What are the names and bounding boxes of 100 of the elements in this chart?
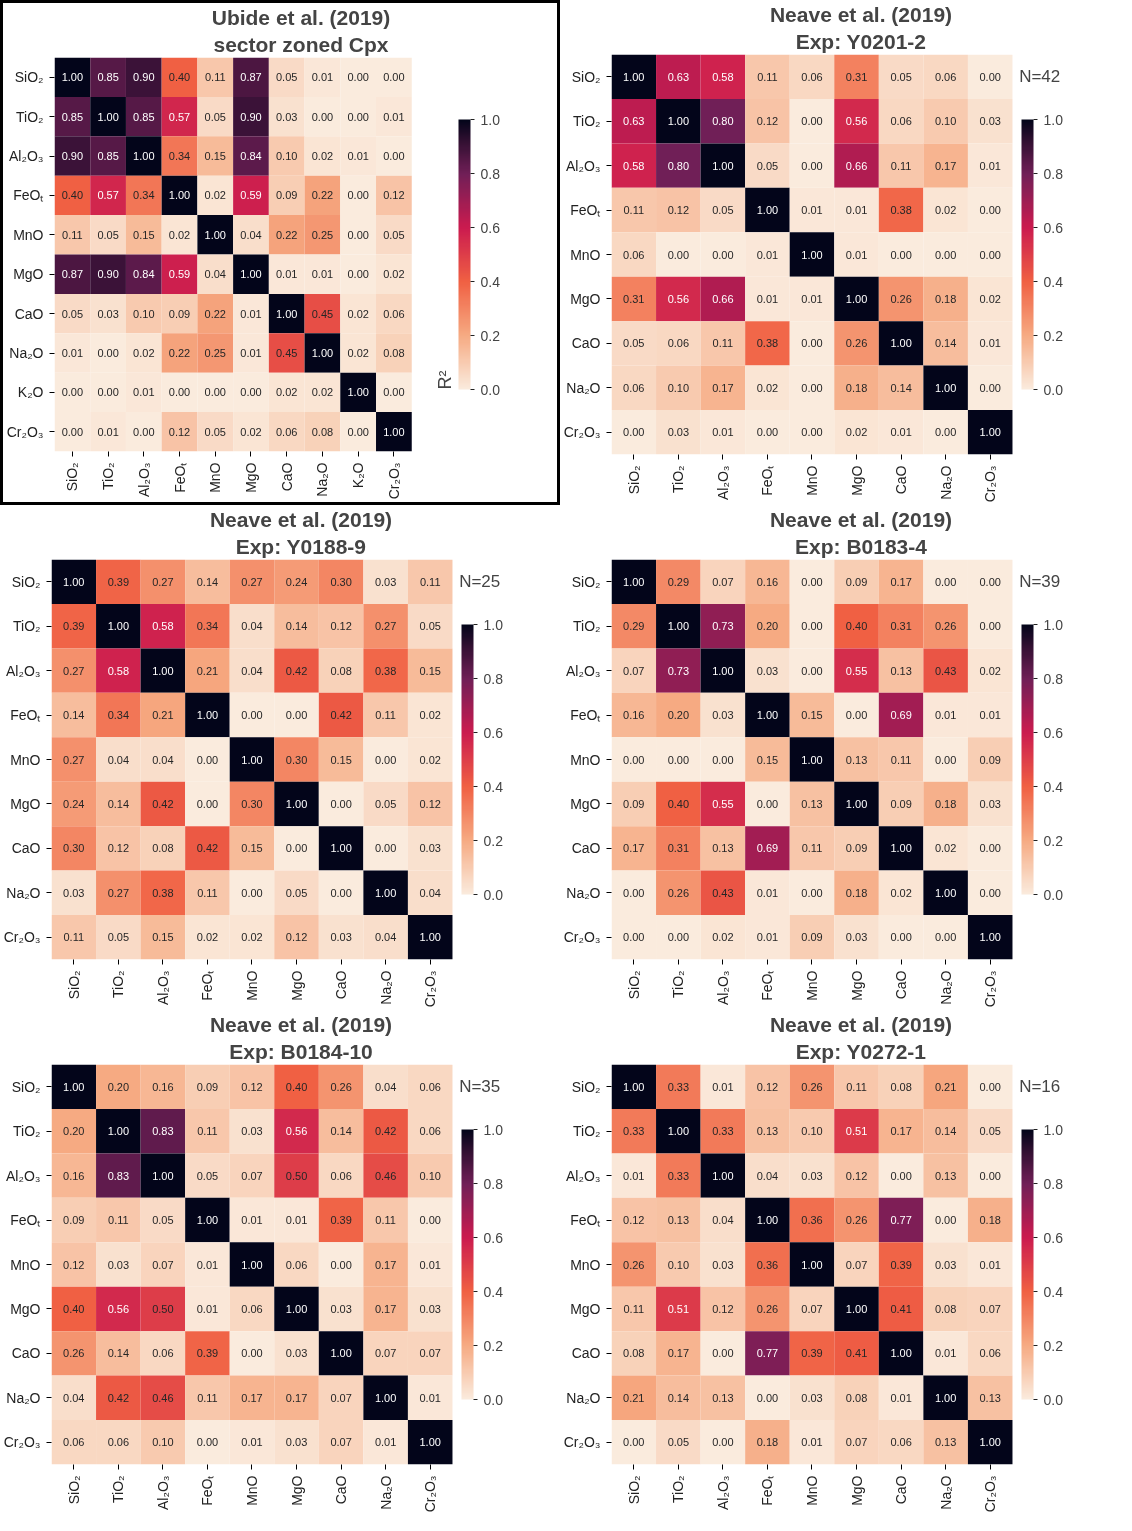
data-label: 0.06 — [667, 337, 690, 350]
data-label: 0.21 — [152, 709, 174, 722]
data-label: 1.00 — [374, 886, 397, 899]
data-label: 0.03 — [979, 797, 1001, 810]
color-bar-label: 0.6 — [483, 1229, 504, 1246]
data-label: 0.01 — [890, 426, 912, 439]
data-label: 0.11 — [419, 575, 441, 588]
data-label: 0.00 — [311, 110, 334, 123]
data-label: 0.12 — [756, 115, 779, 128]
data-label: 0.09 — [979, 753, 1001, 766]
data-label: 0.08 — [890, 1080, 912, 1093]
data-label: 0.26 — [890, 292, 912, 305]
data-label: 0.02 — [934, 204, 957, 217]
data-label: 0.30 — [330, 575, 352, 588]
data-label: 0.20 — [667, 709, 690, 722]
color-bar-label: 1.0 — [483, 616, 504, 633]
y-tick-label: Na₂O — [566, 1389, 601, 1406]
data-label: 0.02 — [240, 425, 262, 438]
data-label: 0.11 — [197, 1125, 218, 1138]
text: N=25 — [459, 572, 501, 592]
data-label: 0.11 — [890, 753, 912, 766]
data-label: 0.01 — [712, 426, 734, 439]
data-label: 0.03 — [330, 1302, 352, 1315]
y-tick-label: Cr₂O₃ — [563, 929, 601, 946]
data-label: 0.85 — [133, 110, 155, 123]
data-label: 0.07 — [241, 1169, 263, 1182]
data-label: 0.00 — [934, 426, 957, 439]
data-label: 0.07 — [801, 1302, 823, 1315]
data-label: 0.24 — [63, 797, 85, 810]
data-label: 0.01 — [419, 1391, 441, 1404]
data-label: 0.10 — [667, 1258, 690, 1271]
data-label: 1.00 — [801, 753, 823, 766]
x-tick-label: SiO₂ — [65, 1475, 82, 1505]
data-label: 1.00 — [196, 1214, 219, 1227]
y-tick-label: MgO — [570, 795, 601, 812]
x-tick-label: FeOₜ — [759, 464, 776, 496]
data-label: 0.31 — [890, 620, 912, 633]
y-tick-label: K₂O — [17, 384, 44, 401]
data-label: 0.29 — [667, 575, 690, 588]
y-tick-label: CaO — [14, 305, 44, 322]
data-label: 0.66 — [845, 159, 868, 172]
data-label: 0.18 — [934, 797, 957, 810]
data-label: 0.05 — [61, 307, 84, 320]
data-label: 1.00 — [347, 386, 369, 399]
data-label: 0.10 — [801, 1125, 823, 1138]
y-tick-label: MnO — [13, 226, 44, 243]
data-label: 0.69 — [756, 842, 779, 855]
data-label: 0.00 — [330, 1258, 352, 1271]
data-label: 1.00 — [196, 709, 219, 722]
x-tick-label: TiO₂ — [100, 462, 117, 490]
data-label: 0.05 — [276, 71, 298, 84]
y-tick-label: TiO₂ — [573, 618, 601, 635]
data-label: 0.12 — [383, 189, 405, 202]
color-bar-label: 0.4 — [483, 778, 504, 795]
data-label: 0.00 — [712, 753, 734, 766]
x-tick-label: Na₂O — [937, 1475, 954, 1510]
x-tick-label: FeOₜ — [171, 461, 188, 493]
data-label: 0.39 — [801, 1347, 823, 1360]
data-label: 0.11 — [375, 1214, 396, 1227]
y-tick-label: Al₂O₃ — [6, 1167, 41, 1184]
x-tick-label: MgO — [288, 1475, 305, 1506]
x-tick-label: MgO — [242, 462, 259, 493]
data-label: 0.01 — [979, 159, 1001, 172]
x-tick-label: Al₂O₃ — [714, 1475, 731, 1510]
data-label: 0.10 — [934, 115, 957, 128]
data-label: 0.17 — [890, 1125, 912, 1138]
data-label: 0.18 — [845, 886, 868, 899]
data-label: 0.11 — [757, 70, 778, 83]
data-label: 0.14 — [285, 620, 308, 633]
data-label: 0.03 — [712, 1258, 734, 1271]
data-label: 0.40 — [61, 189, 84, 202]
color-bar-label: 1.0 — [480, 111, 501, 128]
data-label: 0.39 — [63, 620, 85, 633]
data-label: 0.01 — [845, 204, 868, 217]
data-label: 0.01 — [276, 268, 298, 281]
y-tick-label: FeOₜ — [570, 202, 602, 219]
data-label: 0.15 — [419, 664, 441, 677]
data-label: 0.03 — [330, 931, 352, 944]
data-label: 0.87 — [61, 268, 84, 281]
data-label: 0.39 — [196, 1347, 219, 1360]
data-label: 0.11 — [197, 886, 218, 899]
data-label: 0.03 — [934, 1258, 957, 1271]
y-tick-label: MnO — [570, 751, 601, 768]
data-label: 0.17 — [934, 159, 957, 172]
x-tick-label: Cr₂O₃ — [982, 465, 999, 503]
color-bar-label: 0.8 — [1043, 165, 1064, 182]
y-tick-label: FeOₜ — [570, 1212, 602, 1229]
data-label: 1.00 — [845, 292, 868, 305]
text: N=39 — [1019, 572, 1061, 592]
chart-subtitle: Exp: Y0272-1 — [795, 1039, 927, 1063]
data-label: 0.58 — [152, 620, 174, 633]
y-tick-label: SiO₂ — [571, 68, 601, 85]
data-label: 0.05 — [383, 228, 405, 241]
data-label: 0.50 — [285, 1169, 308, 1182]
data-label: 0.12 — [168, 425, 191, 438]
data-label: 0.05 — [196, 1169, 219, 1182]
x-tick-label: FeOₜ — [759, 1474, 776, 1506]
data-label: 1.00 — [890, 337, 912, 350]
y-tick-label: SiO₂ — [11, 573, 41, 590]
x-tick-label: TiO₂ — [670, 1475, 687, 1503]
